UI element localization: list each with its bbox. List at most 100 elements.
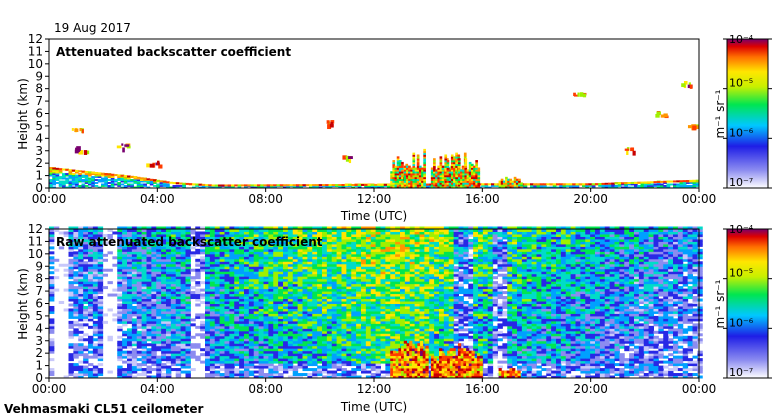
raw-cell: [229, 238, 235, 242]
raw-cell: [239, 345, 245, 349]
raw-cell: [258, 318, 264, 322]
raw-cell: [185, 360, 191, 364]
raw-cell: [253, 328, 260, 332]
raw-cell: [239, 325, 245, 329]
raw-cell: [312, 231, 318, 235]
plume-cell: [453, 158, 456, 161]
raw-cell: [302, 276, 308, 280]
raw-cell: [278, 288, 284, 292]
raw-cell: [117, 340, 123, 344]
raw-cell: [283, 358, 289, 362]
raw-cell: [127, 271, 133, 275]
raw-cell: [131, 375, 138, 379]
raw-cell: [161, 363, 167, 367]
raw-cell: [73, 261, 79, 265]
raw-cell: [229, 303, 235, 307]
raw-cell: [283, 253, 289, 257]
raw-cell: [244, 348, 250, 352]
raw-cell: [92, 261, 99, 265]
plume-cell: [437, 173, 441, 176]
plume-cell: [450, 174, 454, 178]
plume-cell: [444, 176, 448, 180]
raw-cell: [234, 343, 240, 347]
raw-cell: [170, 318, 177, 322]
raw-cell: [239, 330, 245, 334]
plume-cell: [414, 176, 418, 180]
y-tick: 2: [35, 156, 49, 170]
raw-cell: [214, 276, 221, 280]
raw-cell: [209, 256, 216, 260]
raw-cell: [117, 246, 123, 250]
raw-cell: [166, 268, 172, 272]
plume-cell: [437, 174, 441, 178]
raw-cell: [326, 263, 333, 267]
raw-cell: [302, 358, 308, 362]
raw-cell: [292, 286, 299, 290]
raw-cell: [234, 301, 240, 304]
plume-cell: [423, 163, 426, 167]
raw-cell: [209, 373, 216, 377]
raw-cell: [141, 358, 147, 362]
raw-cell: [141, 296, 147, 300]
backscatter-cell: [104, 180, 108, 183]
raw-cell: [170, 271, 177, 275]
raw-cell: [239, 320, 245, 324]
raw-cell: [292, 229, 299, 232]
raw-cell: [83, 296, 89, 300]
raw-cell: [131, 276, 138, 280]
raw-cell: [161, 236, 167, 240]
raw-cell: [78, 323, 84, 327]
raw-cell: [112, 263, 118, 267]
raw-cell: [229, 296, 235, 300]
raw-cell: [248, 261, 255, 265]
plume-cell: [446, 178, 450, 181]
raw-cell: [219, 375, 225, 379]
backscatter-cell: [195, 185, 199, 187]
plume-cell: [412, 186, 416, 189]
plume-cell: [433, 171, 436, 174]
raw-cell: [283, 310, 289, 314]
plume-cell: [457, 171, 461, 174]
raw-cell: [283, 271, 289, 275]
raw-cell: [273, 229, 279, 232]
plume-cell: [450, 180, 454, 183]
raw-cell: [312, 258, 318, 262]
raw-cell: [287, 241, 294, 245]
raw-cell: [161, 333, 167, 337]
raw-cell: [136, 358, 143, 362]
raw-cell: [253, 271, 260, 275]
raw-cell: [336, 340, 342, 344]
raw-cell: [117, 375, 123, 379]
raw-cell: [244, 340, 250, 344]
backscatter-cell: [162, 182, 167, 184]
raw-cell: [83, 286, 89, 290]
backscatter-cell: [71, 180, 76, 183]
backscatter-cell: [81, 179, 86, 181]
raw-cell: [331, 246, 338, 250]
raw-cell: [307, 273, 313, 277]
raw-cell: [287, 268, 294, 272]
layer-top-cell: [637, 181, 641, 184]
raw-cell: [88, 233, 94, 237]
backscatter-cell: [637, 185, 641, 187]
raw-cell: [356, 283, 362, 287]
backscatter-cell: [97, 180, 102, 183]
raw-cell: [244, 278, 250, 282]
raw-cell: [170, 226, 177, 230]
raw-cell: [209, 258, 216, 262]
plume-cell: [473, 171, 476, 174]
plume-cell: [446, 165, 450, 168]
raw-cell: [234, 291, 240, 295]
layer-top-cell: [335, 184, 339, 187]
raw-cell: [127, 373, 133, 377]
raw-cell: [356, 286, 362, 290]
raw-cell: [326, 360, 333, 364]
raw-cell: [180, 226, 186, 230]
raw-cell: [73, 229, 79, 232]
layer-top-cell: [344, 184, 349, 187]
raw-cell: [248, 271, 255, 275]
raw-cell: [312, 358, 318, 362]
raw-cell: [175, 353, 182, 357]
raw-cell: [209, 323, 216, 327]
layer-top-cell: [367, 183, 372, 186]
